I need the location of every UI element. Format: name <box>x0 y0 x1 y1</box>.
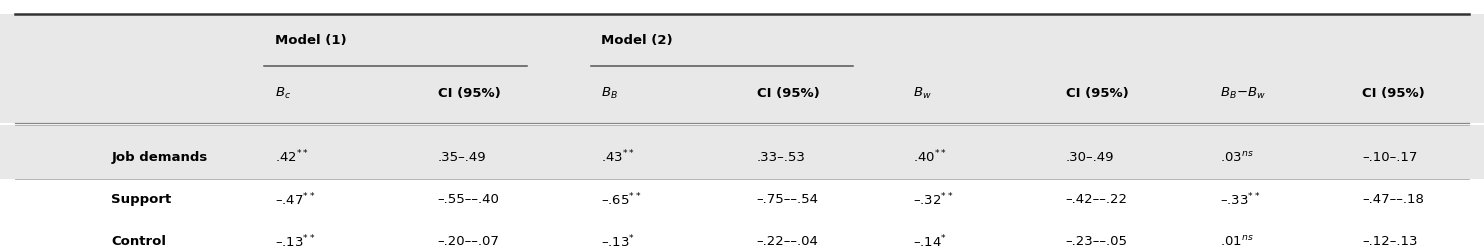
Text: .40$^{**}$: .40$^{**}$ <box>913 149 947 166</box>
Text: –.55––.40: –.55––.40 <box>438 193 500 206</box>
Text: Control: Control <box>111 235 166 248</box>
Text: .43$^{**}$: .43$^{**}$ <box>601 149 635 166</box>
Text: .35–.49: .35–.49 <box>438 151 487 164</box>
Text: –.47$^{**}$: –.47$^{**}$ <box>275 191 315 208</box>
Text: .33–.53: .33–.53 <box>757 151 806 164</box>
Bar <box>0 14 1484 123</box>
Text: –.13$^{*}$: –.13$^{*}$ <box>601 234 635 248</box>
Text: $B_B$: $B_B$ <box>601 86 617 100</box>
Text: .03$^{ns}$: .03$^{ns}$ <box>1220 151 1254 164</box>
Text: –.14$^{*}$: –.14$^{*}$ <box>913 234 947 248</box>
Text: Model (1): Model (1) <box>275 34 346 47</box>
Text: –.65$^{**}$: –.65$^{**}$ <box>601 191 641 208</box>
Text: .30–.49: .30–.49 <box>1066 151 1114 164</box>
Text: –.12–.13: –.12–.13 <box>1362 235 1417 248</box>
Text: Model (2): Model (2) <box>601 34 672 47</box>
Text: –.13$^{**}$: –.13$^{**}$ <box>275 234 315 248</box>
Text: CI (95%): CI (95%) <box>757 87 819 99</box>
Text: CI (95%): CI (95%) <box>1066 87 1128 99</box>
Text: .42$^{**}$: .42$^{**}$ <box>275 149 309 166</box>
Text: –.42––.22: –.42––.22 <box>1066 193 1128 206</box>
Bar <box>0 125 1484 179</box>
Text: –.32$^{**}$: –.32$^{**}$ <box>913 191 953 208</box>
Text: CI (95%): CI (95%) <box>438 87 500 99</box>
Text: Job demands: Job demands <box>111 151 208 164</box>
Text: Support: Support <box>111 193 172 206</box>
Text: $B_B\!-\!B_w$: $B_B\!-\!B_w$ <box>1220 86 1266 100</box>
Text: –.33$^{**}$: –.33$^{**}$ <box>1220 191 1260 208</box>
Text: $B_w$: $B_w$ <box>913 86 932 100</box>
Text: –.47––.18: –.47––.18 <box>1362 193 1425 206</box>
Text: $B_c$: $B_c$ <box>275 86 291 100</box>
Text: –.22––.04: –.22––.04 <box>757 235 819 248</box>
Text: –.20––.07: –.20––.07 <box>438 235 500 248</box>
Text: –.10–.17: –.10–.17 <box>1362 151 1417 164</box>
Text: –.23––.05: –.23––.05 <box>1066 235 1128 248</box>
Text: CI (95%): CI (95%) <box>1362 87 1425 99</box>
Text: .01$^{ns}$: .01$^{ns}$ <box>1220 235 1254 248</box>
Text: –.75––.54: –.75––.54 <box>757 193 819 206</box>
